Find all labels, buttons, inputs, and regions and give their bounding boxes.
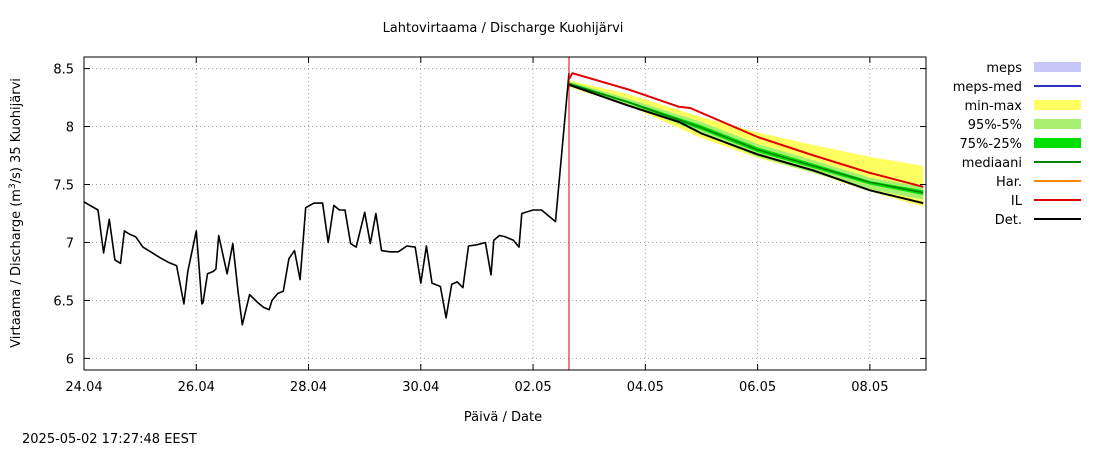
plot-area: 24.04 26.04 28.04 30.04 02.05 04.05 06.05 08.05… [53,56,927,395]
y-axis-label-sup: 3 [8,183,18,189]
legend-label: min-max [964,99,1022,114]
x-tick-label: 02.05 [514,380,551,395]
x-tick-label: 04.05 [627,380,664,395]
timestamp: 2025-05-02 17:27:48 EEST [22,432,197,447]
y-tick-label: 6 [66,352,74,367]
legend-label: Har. [996,175,1022,190]
band-75-25 [569,82,924,195]
legend-label: 95%-5% [968,118,1022,133]
y-axis-label-suffix: /s) 35 Kuohijärvi [9,78,24,183]
plot-frame [83,56,927,371]
y-axis-label-prefix: Virtaama / Discharge (m [9,189,24,348]
legend-label: mediaani [962,156,1022,171]
x-tick-label: 08.05 [851,380,888,395]
y-tick-label: 6.5 [53,294,74,309]
x-axis-label: Päivä / Date [464,410,542,425]
legend-label: meps [986,61,1022,76]
series-det-observed [83,73,570,326]
legend-label: meps-med [953,80,1022,95]
legend-swatch [1034,62,1081,72]
x-tick-label: 30.04 [402,380,439,395]
y-tick-label: 7 [66,236,74,251]
x-tick-label: 06.05 [739,380,776,395]
series-det-forecast [568,83,924,205]
chart-title: Lahtovirtaama / Discharge Kuohijärvi [383,21,624,36]
y-axis-label: Virtaama / Discharge (m3/s) 35 Kuohijärv… [8,78,24,348]
series-mediaani [568,82,924,194]
y-tick-label: 8.5 [53,63,74,78]
legend-swatch [1034,119,1081,129]
legend-label: 75%-25% [960,137,1022,152]
y-tick-label: 8 [66,121,74,136]
legend-label: Det. [995,213,1022,228]
x-tick-label: 26.04 [178,380,215,395]
x-tick-label: 24.04 [65,380,102,395]
legend-label: IL [1011,194,1023,209]
legend-swatch [1034,138,1081,148]
legend-swatch [1034,100,1081,110]
x-tick-label: 28.04 [290,380,327,395]
series-il [568,72,924,188]
legend: meps meps-med min-max 95%-5% 75%-25% mediaani… [953,61,1081,228]
y-tick-label: 7.5 [53,179,74,194]
